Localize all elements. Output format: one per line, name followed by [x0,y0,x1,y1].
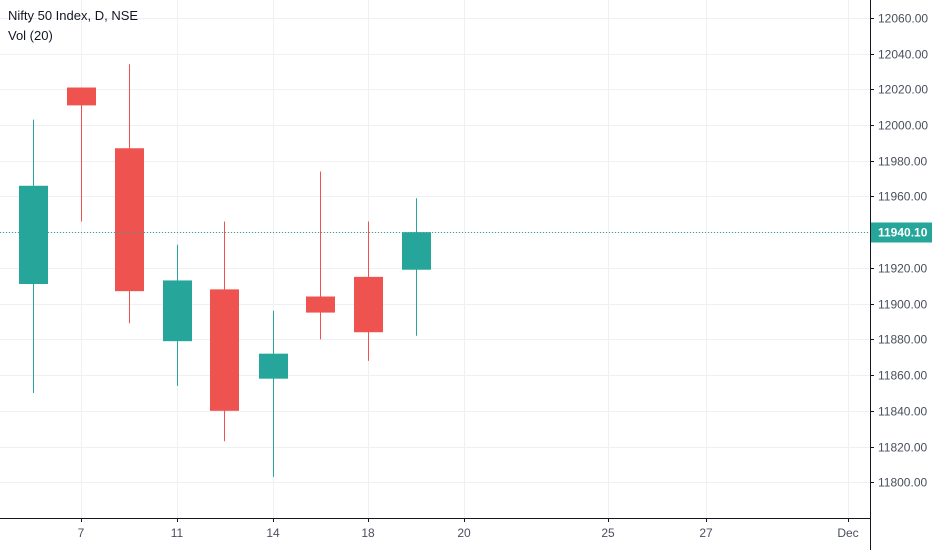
candle-body [67,87,96,106]
candle-body [115,148,144,292]
x-tick-label: 25 [601,526,615,540]
y-tick-label: 12060.00 [878,12,928,26]
y-tick-label: 11860.00 [878,369,927,383]
y-tick-label: 11840.00 [878,405,927,419]
candle-body [306,296,335,313]
y-tick-label: 11800.00 [878,476,927,490]
x-tick-label: 7 [78,526,85,540]
y-tick-label: 11920.00 [878,262,927,276]
y-tick-label: 12000.00 [878,119,928,133]
candle-body [354,276,383,333]
volume-indicator-label: Vol (20) [8,28,53,43]
x-tick-label: 20 [457,526,471,540]
candle-body [163,280,192,342]
axes [0,0,871,550]
last-price-label: 11940.10 [871,222,932,243]
y-tick-label: 11980.00 [878,155,927,169]
last-price-value: 11940.10 [878,226,928,240]
candle-down [67,87,96,222]
y-axis-ticks: 11800.00 11820.00 11840.00 11860.00 11880.00… [870,12,928,490]
y-tick-label: 11880.00 [878,333,927,347]
x-axis-ticks: 7 11 14 18 20 25 27 Dec [78,518,859,540]
x-tick-label: Dec [837,526,858,540]
last-price-label-box [871,222,932,243]
candle-down [306,171,335,340]
candle-body [259,353,288,379]
y-tick-label: 11820.00 [878,441,927,455]
x-tick-label: 11 [171,526,184,540]
candle-body [402,232,431,270]
candle-up [259,310,288,477]
y-tick-label: 12040.00 [878,48,928,62]
candle-up [163,244,192,386]
y-tick-label: 12020.00 [878,83,928,97]
x-tick-label: 14 [266,526,280,540]
candle-down [354,221,383,361]
x-tick-label: 18 [361,526,375,540]
candle-down [115,64,144,324]
candle-down [210,221,239,442]
candle-up [402,198,431,336]
chart-title: Nifty 50 Index, D, NSE [8,8,139,23]
y-tick-label: 11900.00 [878,298,927,312]
chart-legend: Nifty 50 Index, D, NSE Vol (20) [8,6,138,46]
candle-up [19,119,48,393]
candle-series [19,64,431,477]
candle-body [210,289,239,411]
y-tick-label: 11960.00 [878,190,927,204]
candle-body [19,185,48,285]
x-tick-label: 27 [699,526,713,540]
